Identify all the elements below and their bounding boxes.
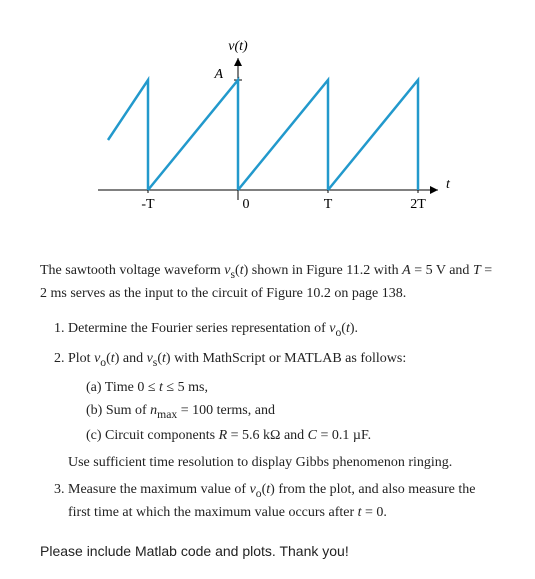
- xtick-2T: 2T: [410, 197, 426, 212]
- xtick-neg-T: -T: [141, 197, 155, 212]
- problem-item-2-text: Plot vo(t) and vs(t) with MathScript or …: [68, 351, 406, 366]
- xtick-0: 0: [242, 197, 249, 212]
- subpart-a: (a) Time 0 ≤ t ≤ 5 ms,: [86, 377, 495, 398]
- amplitude-label: A: [213, 67, 223, 82]
- subparts: (a) Time 0 ≤ t ≤ 5 ms, (b) Sum of nmax =…: [86, 377, 495, 446]
- y-axis-label: v(t): [228, 39, 248, 54]
- footer-note: Please include Matlab code and plots. Th…: [40, 543, 495, 559]
- problem-text: The sawtooth voltage waveform vs(t) show…: [40, 260, 495, 523]
- problem-item-3: Measure the maximum value of vo(t) from …: [68, 479, 495, 523]
- x-axis-label: t: [446, 177, 451, 192]
- sub-note: Use sufficient time resolution to displa…: [68, 452, 495, 473]
- problem-item-1: Determine the Fourier series representat…: [68, 318, 495, 341]
- sawtooth-wave: [108, 80, 418, 190]
- sawtooth-figure: v(t) A t -T 0 T 2T: [78, 30, 458, 230]
- subpart-b: (b) Sum of nmax = 100 terms, and: [86, 400, 495, 423]
- xtick-T: T: [323, 197, 332, 212]
- subpart-c: (c) Circuit components R = 5.6 kΩ and C …: [86, 425, 495, 446]
- problem-intro: The sawtooth voltage waveform vs(t) show…: [40, 260, 495, 304]
- problem-item-2: Plot vo(t) and vs(t) with MathScript or …: [68, 348, 495, 474]
